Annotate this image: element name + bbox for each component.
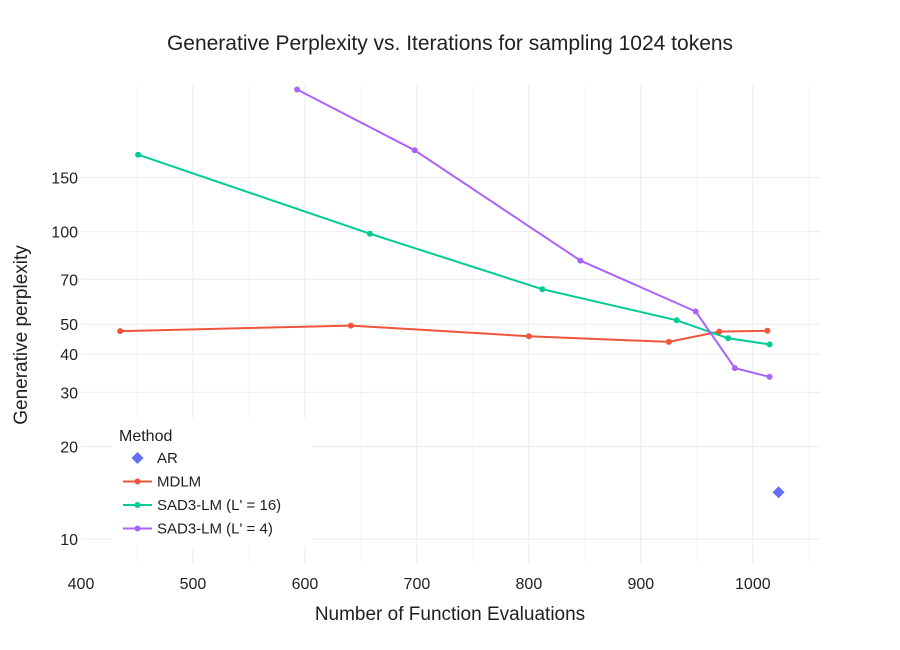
data-point-sad3-lm-l-4 [766,373,773,380]
data-point-sad3-lm-l-4 [294,86,301,93]
legend-item-mdlm: MDLM [123,474,201,491]
series-line-sad3-lm-l-16 [137,153,770,346]
data-point-sad3-lm-l-4 [692,308,699,315]
y-tick-label: 50 [60,317,78,334]
data-point-sad3-lm-l-16 [766,341,773,348]
legend-title: Method [119,428,172,445]
legend-item-sad3-lm-l-16: SAD3-LM (L' = 16) [123,497,281,514]
legend-label: SAD3-LM (L' = 4) [157,521,273,538]
chart-title: Generative Perplexity vs. Iterations for… [167,32,733,55]
data-point-sad3-lm-l-16 [725,335,732,342]
series-ar [772,486,785,499]
series-sad3-lm-l-16 [135,151,773,348]
data-point-mdlm [525,333,532,340]
legend-swatch-marker [134,502,141,508]
data-point-sad3-lm-l-4 [731,365,738,372]
x-tick-label: 600 [292,576,319,593]
data-point-mdlm [716,328,723,335]
x-tick-label: 700 [404,576,431,593]
data-point-mdlm [347,322,354,329]
legend-label: SAD3-LM (L' = 16) [157,497,281,514]
legend-item-ar: AR [131,450,178,467]
legend-swatch-marker [134,478,141,485]
data-point-mdlm [665,338,672,345]
y-tick-label: 30 [60,385,78,402]
data-point-sad3-lm-l-16 [539,286,546,293]
data-point-sad3-lm-l-4 [411,147,418,154]
y-tick-label: 70 [60,272,78,289]
x-tick-label: 400 [68,576,95,593]
data-point-mdlm [764,327,771,334]
x-tick-label: 800 [516,576,543,593]
series-sad3-lm-l-4 [294,86,773,380]
y-tick-label: 10 [60,532,78,549]
x-tick-label: 500 [180,576,207,593]
y-tick-label: 150 [51,171,78,188]
axis-ticks: 400 500 600 700 800 900 1000 10 20 30 40 50 70 100 150 [51,171,770,593]
grid [81,85,820,564]
y-tick-label: 20 [60,440,78,457]
data-point-sad3-lm-l-16 [366,230,373,237]
x-tick-label: 1000 [735,576,771,593]
legend: Method AR MDLM SAD3-LM (L' = 16) SAD3-LM (L… [112,418,312,546]
y-tick-label: 40 [60,347,78,364]
legend-swatch-marker [131,452,144,464]
y-tick-label: 100 [51,225,78,242]
data-point-mdlm [117,328,124,335]
legend-items: AR MDLM SAD3-LM (L' = 16) SAD3-LM (L' = 4) [123,450,281,538]
legend-label: MDLM [157,474,201,491]
data-point-sad3-lm-l-16 [673,317,680,324]
series-mdlm [117,322,771,345]
legend-item-sad3-lm-l-4: SAD3-LM (L' = 4) [123,521,273,538]
series-line-sad3-lm-l-4 [296,88,770,378]
legend-label: AR [157,450,178,467]
x-axis-title: Number of Function Evaluations [315,604,585,625]
data-point-ar [772,486,785,499]
legend-swatch-marker [134,525,141,532]
y-axis-title: Generative perplexity [11,245,32,425]
data-point-sad3-lm-l-4 [577,257,584,264]
series-line-mdlm [120,324,768,343]
x-tick-label: 900 [627,576,654,593]
data-point-sad3-lm-l-16 [135,151,142,158]
plot-area [117,86,785,499]
